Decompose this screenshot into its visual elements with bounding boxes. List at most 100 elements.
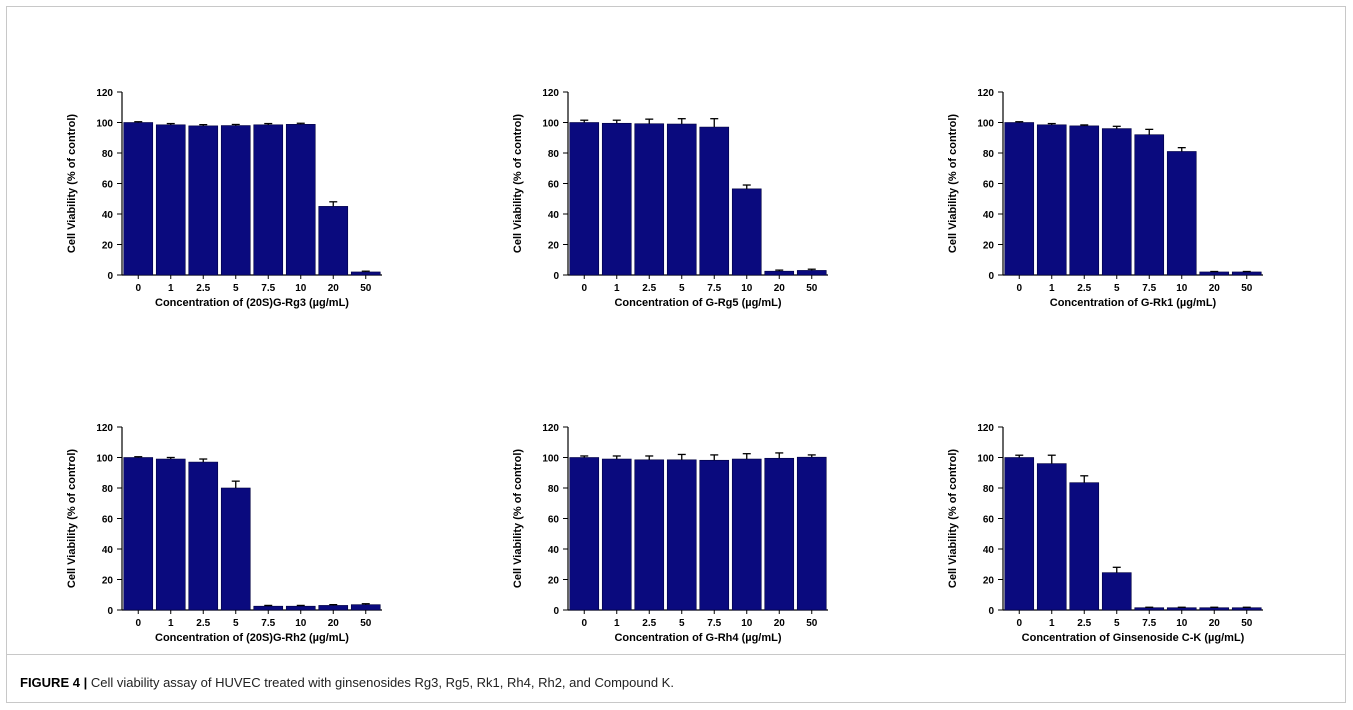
bar — [699, 459, 730, 611]
bar — [569, 457, 600, 611]
x-axis-title: Concentration of (20S)G-Rg3 (µg/mL) — [155, 297, 349, 309]
x-tick-label: 0 — [581, 618, 587, 629]
chart-panel-2: 0 20 40 60 80 100 120 0 1 2.5 5 7.5 10 20 50 Concentrat… — [512, 88, 828, 309]
bar — [1134, 607, 1165, 611]
x-tick-label: 0 — [581, 283, 587, 294]
y-tick-label: 80 — [548, 484, 560, 495]
y-tick-label: 80 — [983, 484, 995, 495]
y-tick-label: 0 — [553, 606, 559, 617]
bar — [285, 124, 316, 276]
y-axis-title: Cell Viability (% of control) — [512, 114, 524, 253]
y-tick-label: 20 — [983, 241, 995, 252]
x-tick-label: 20 — [774, 618, 786, 629]
x-tick-label: 1 — [1049, 283, 1055, 294]
x-tick-label: 20 — [774, 283, 786, 294]
figure-caption: FIGURE 4 | Cell viability assay of HUVEC… — [20, 675, 674, 690]
bar — [253, 605, 284, 611]
x-tick-label: 7.5 — [707, 618, 721, 629]
bar — [569, 122, 600, 276]
y-tick-label: 40 — [548, 210, 560, 221]
figure-frame — [6, 6, 1346, 703]
bar — [634, 123, 665, 276]
bar — [1069, 482, 1100, 611]
x-tick-label: 7.5 — [1142, 618, 1156, 629]
y-tick-label: 20 — [102, 576, 114, 587]
bar — [731, 458, 762, 611]
y-tick-label: 60 — [548, 515, 560, 526]
figure-label: FIGURE 4 | — [20, 675, 88, 690]
bar — [1166, 151, 1197, 276]
bar — [123, 122, 154, 276]
x-tick-label: 10 — [741, 283, 753, 294]
bar — [764, 270, 795, 276]
y-axis-title: Cell Viability (% of control) — [947, 114, 959, 253]
y-tick-label: 40 — [548, 545, 560, 556]
bar — [188, 461, 219, 611]
bar — [601, 458, 632, 611]
y-tick-label: 120 — [977, 423, 994, 434]
y-tick-label: 100 — [542, 119, 559, 130]
bar — [1199, 607, 1230, 611]
x-tick-label: 1 — [614, 618, 620, 629]
x-axis-title: Concentration of G-Rh4 (µg/mL) — [614, 632, 781, 644]
x-tick-label: 2.5 — [1077, 283, 1091, 294]
bar — [1134, 134, 1165, 276]
x-tick-label: 50 — [806, 618, 818, 629]
y-tick-label: 0 — [988, 606, 994, 617]
caption-text: Cell viability assay of HUVEC treated wi… — [90, 675, 674, 690]
chart-panel-5: 0 20 40 60 80 100 120 0 1 2.5 5 7.5 10 20 50 Concentrat… — [512, 423, 828, 644]
bar — [1069, 125, 1100, 276]
y-tick-label: 40 — [102, 545, 114, 556]
bar — [220, 125, 251, 276]
bar — [634, 459, 665, 611]
x-tick-label: 0 — [1016, 618, 1022, 629]
x-tick-label: 50 — [1241, 618, 1253, 629]
y-tick-label: 60 — [102, 180, 114, 191]
x-tick-label: 5 — [679, 618, 685, 629]
x-tick-label: 1 — [168, 283, 174, 294]
bar — [1004, 457, 1035, 611]
x-tick-label: 7.5 — [1142, 283, 1156, 294]
y-tick-label: 100 — [96, 454, 113, 465]
x-axis-title: Concentration of G-Rg5 (µg/mL) — [614, 297, 781, 309]
bar — [601, 122, 632, 276]
x-tick-label: 7.5 — [261, 618, 275, 629]
y-tick-label: 120 — [542, 423, 559, 434]
x-tick-label: 2.5 — [642, 618, 656, 629]
x-tick-label: 7.5 — [261, 283, 275, 294]
bar — [764, 457, 795, 611]
x-tick-label: 1 — [1049, 618, 1055, 629]
bar — [1166, 607, 1197, 611]
bar — [731, 188, 762, 276]
bar — [796, 456, 827, 611]
y-tick-label: 20 — [983, 576, 995, 587]
y-tick-label: 20 — [102, 241, 114, 252]
x-tick-label: 5 — [1114, 618, 1120, 629]
x-axis-title: Concentration of G-Rk1 (µg/mL) — [1050, 297, 1217, 309]
y-tick-label: 120 — [96, 423, 113, 434]
x-tick-label: 2.5 — [196, 283, 210, 294]
y-tick-label: 60 — [983, 515, 995, 526]
y-tick-label: 100 — [977, 119, 994, 130]
y-tick-label: 40 — [983, 545, 995, 556]
y-axis-title: Cell Viability (% of control) — [66, 449, 78, 588]
bar — [1004, 122, 1035, 276]
bar — [350, 271, 381, 276]
y-tick-label: 40 — [102, 210, 114, 221]
x-tick-label: 2.5 — [642, 283, 656, 294]
x-tick-label: 10 — [1176, 618, 1188, 629]
y-tick-label: 60 — [983, 180, 995, 191]
bar — [155, 458, 186, 611]
bar — [253, 124, 284, 276]
bar — [188, 125, 219, 276]
y-tick-label: 60 — [102, 515, 114, 526]
x-tick-label: 50 — [806, 283, 818, 294]
y-axis-title: Cell Viability (% of control) — [66, 114, 78, 253]
caption-divider — [7, 654, 1345, 655]
y-tick-label: 80 — [102, 149, 114, 160]
x-tick-label: 50 — [360, 618, 372, 629]
x-tick-label: 10 — [295, 618, 307, 629]
y-tick-label: 100 — [96, 119, 113, 130]
x-tick-label: 10 — [741, 618, 753, 629]
